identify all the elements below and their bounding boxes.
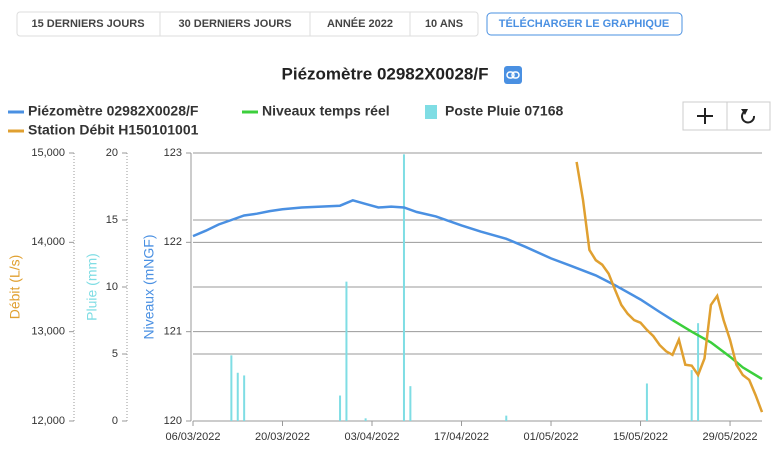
x-tick-label: 29/05/2022 xyxy=(703,431,758,443)
tool-buttons xyxy=(682,101,771,131)
y-tick-label: 121 xyxy=(164,326,182,338)
x-tick-label: 03/04/2022 xyxy=(344,431,399,443)
bar xyxy=(645,383,648,421)
line xyxy=(192,198,674,322)
y-tick-label: 15,000 xyxy=(31,147,65,159)
line xyxy=(671,319,763,381)
y-tick-label: 0 xyxy=(112,415,118,427)
legend-label: Poste Pluie 07168 xyxy=(445,103,564,119)
y-tick-label: 13,000 xyxy=(31,326,65,338)
x-tick-label: 01/05/2022 xyxy=(523,431,578,443)
chart-title: Piézomètre 02982X0028/F xyxy=(282,64,489,83)
y-tick-label: 10 xyxy=(106,281,118,293)
y-tick-label: 123 xyxy=(164,147,182,159)
download-label[interactable]: TÉLÉCHARGER LE GRAPHIQUE xyxy=(499,17,670,30)
y-tick-label: 12,000 xyxy=(31,415,65,427)
legend-label: Piézomètre 02982X0028/F xyxy=(28,103,199,119)
legend-label: Niveaux temps réel xyxy=(262,103,390,119)
bar xyxy=(402,154,405,421)
y-tick-label: 120 xyxy=(164,415,182,427)
button-group xyxy=(16,11,479,37)
bar xyxy=(345,281,348,421)
bar xyxy=(364,418,367,421)
y-tick-label: 122 xyxy=(164,236,182,248)
y-tick-label: 14,000 xyxy=(31,236,65,248)
axis-title: Débit (L/s) xyxy=(7,255,23,320)
bar xyxy=(505,415,508,421)
bar xyxy=(409,386,412,421)
pan-button[interactable] xyxy=(697,108,713,124)
line xyxy=(575,161,764,413)
axis-title: Pluie (mm) xyxy=(84,253,100,321)
bar xyxy=(243,375,246,421)
x-tick-label: 20/03/2022 xyxy=(255,431,310,443)
button[interactable]: 30 DERNIERS JOURS xyxy=(178,18,291,30)
link-icon[interactable] xyxy=(504,66,522,84)
bar xyxy=(236,372,239,421)
bar xyxy=(690,370,693,421)
reset-button[interactable] xyxy=(741,109,755,124)
y-tick-label: 15 xyxy=(106,214,118,226)
button[interactable]: 10 ANS xyxy=(425,18,463,30)
bar xyxy=(230,355,233,421)
x-tick-label: 06/03/2022 xyxy=(165,431,220,443)
x-tick-label: 15/05/2022 xyxy=(613,431,668,443)
legend-label: Station Débit H150101001 xyxy=(28,122,199,138)
x-tick-label: 17/04/2022 xyxy=(434,431,489,443)
download-button[interactable] xyxy=(486,12,683,36)
bar xyxy=(339,395,342,421)
y-tick-label: 20 xyxy=(106,147,118,159)
axis-title: Niveaux (mNGF) xyxy=(141,234,157,339)
button[interactable]: ANNÉE 2022 xyxy=(327,17,393,30)
button[interactable]: 15 DERNIERS JOURS xyxy=(31,18,144,30)
legend-swatch xyxy=(425,105,437,119)
y-tick-label: 5 xyxy=(112,348,118,360)
